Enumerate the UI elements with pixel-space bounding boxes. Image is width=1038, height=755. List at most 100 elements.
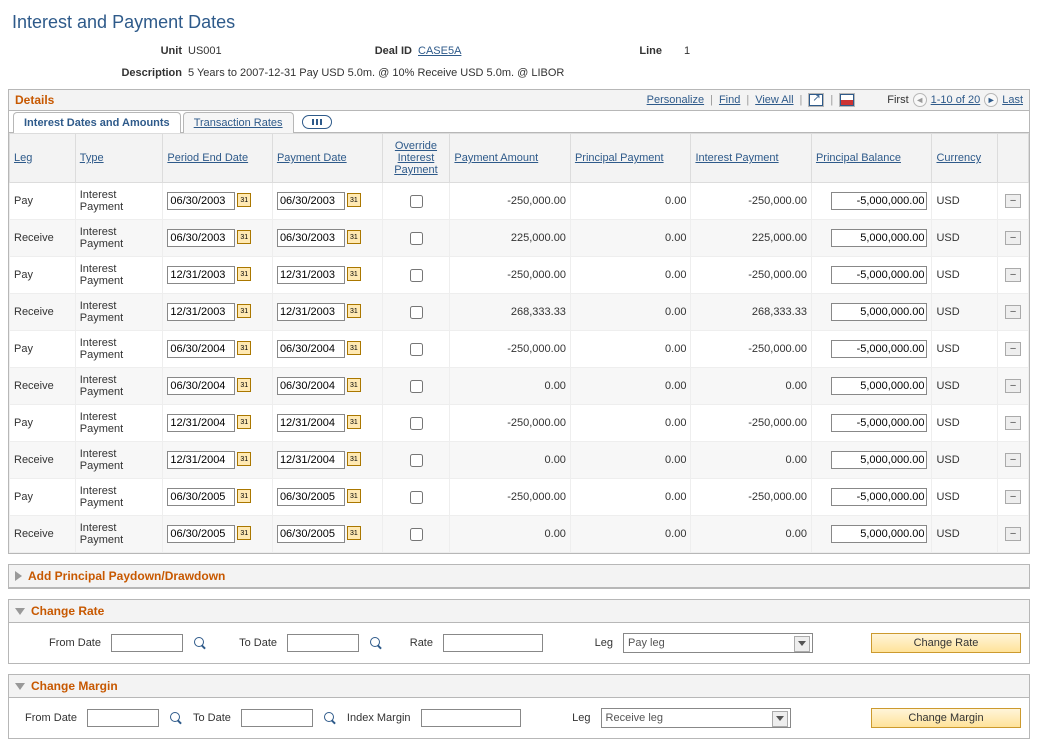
col-principal-payment[interactable]: Principal Payment (570, 134, 691, 183)
col-override[interactable]: Override Interest Payment (382, 134, 450, 183)
principal-balance-input[interactable] (831, 192, 927, 210)
override-checkbox[interactable] (410, 343, 423, 356)
calendar-icon[interactable] (347, 341, 361, 355)
find-link[interactable]: Find (719, 94, 740, 106)
col-interest-payment[interactable]: Interest Payment (691, 134, 812, 183)
period-end-input[interactable] (167, 414, 235, 432)
personalize-link[interactable]: Personalize (647, 94, 704, 106)
delete-row-button[interactable]: − (1005, 194, 1021, 208)
calendar-icon[interactable] (237, 304, 251, 318)
range-text[interactable]: 1-10 of 20 (931, 94, 981, 106)
payment-date-input[interactable] (277, 266, 345, 284)
cm-to-date-input[interactable] (241, 709, 313, 727)
cr-rate-input[interactable] (443, 634, 543, 652)
cm-margin-input[interactable] (421, 709, 521, 727)
calendar-icon[interactable] (237, 526, 251, 540)
cm-to-lookup-icon[interactable] (323, 711, 337, 725)
delete-row-button[interactable]: − (1005, 342, 1021, 356)
principal-balance-input[interactable] (831, 377, 927, 395)
period-end-input[interactable] (167, 192, 235, 210)
collapse-change-rate-icon[interactable] (15, 608, 25, 615)
calendar-icon[interactable] (347, 378, 361, 392)
col-payment-amount[interactable]: Payment Amount (450, 134, 571, 183)
period-end-input[interactable] (167, 303, 235, 321)
calendar-icon[interactable] (237, 193, 251, 207)
override-checkbox[interactable] (410, 454, 423, 467)
principal-balance-input[interactable] (831, 340, 927, 358)
calendar-icon[interactable] (237, 341, 251, 355)
period-end-input[interactable] (167, 377, 235, 395)
principal-balance-input[interactable] (831, 451, 927, 469)
cm-from-date-input[interactable] (87, 709, 159, 727)
last-label[interactable]: Last (1002, 94, 1023, 106)
override-checkbox[interactable] (410, 232, 423, 245)
principal-balance-input[interactable] (831, 266, 927, 284)
override-checkbox[interactable] (410, 491, 423, 504)
calendar-icon[interactable] (347, 304, 361, 318)
calendar-icon[interactable] (237, 378, 251, 392)
delete-row-button[interactable]: − (1005, 490, 1021, 504)
override-checkbox[interactable] (410, 269, 423, 282)
delete-row-button[interactable]: − (1005, 379, 1021, 393)
col-payment-date[interactable]: Payment Date (272, 134, 382, 183)
tab-transaction-rates[interactable]: Transaction Rates (183, 112, 294, 133)
change-margin-button[interactable]: Change Margin (871, 708, 1021, 728)
calendar-icon[interactable] (237, 452, 251, 466)
col-leg[interactable]: Leg (10, 134, 76, 183)
principal-balance-input[interactable] (831, 414, 927, 432)
calendar-icon[interactable] (237, 230, 251, 244)
override-checkbox[interactable] (410, 195, 423, 208)
section-change-rate-title[interactable]: Change Rate (31, 604, 104, 618)
calendar-icon[interactable] (237, 489, 251, 503)
cr-from-lookup-icon[interactable] (193, 636, 207, 650)
period-end-input[interactable] (167, 229, 235, 247)
delete-row-button[interactable]: − (1005, 305, 1021, 319)
payment-date-input[interactable] (277, 414, 345, 432)
override-checkbox[interactable] (410, 306, 423, 319)
delete-row-button[interactable]: − (1005, 527, 1021, 541)
tab-interest-dates[interactable]: Interest Dates and Amounts (13, 112, 181, 133)
change-rate-button[interactable]: Change Rate (871, 633, 1021, 653)
calendar-icon[interactable] (237, 415, 251, 429)
cm-from-lookup-icon[interactable] (169, 711, 183, 725)
period-end-input[interactable] (167, 488, 235, 506)
cm-leg-dropdown[interactable]: Receive leg (601, 708, 791, 728)
period-end-input[interactable] (167, 266, 235, 284)
download-icon[interactable] (839, 93, 855, 107)
calendar-icon[interactable] (347, 230, 361, 244)
payment-date-input[interactable] (277, 303, 345, 321)
next-page-button[interactable]: ► (984, 93, 998, 107)
payment-date-input[interactable] (277, 451, 345, 469)
calendar-icon[interactable] (347, 489, 361, 503)
payment-date-input[interactable] (277, 377, 345, 395)
deal-id-link[interactable]: CASE5A (418, 45, 628, 57)
view-all-link[interactable]: View All (755, 94, 793, 106)
delete-row-button[interactable]: − (1005, 453, 1021, 467)
payment-date-input[interactable] (277, 525, 345, 543)
zoom-icon[interactable] (808, 93, 824, 107)
payment-date-input[interactable] (277, 229, 345, 247)
cr-to-lookup-icon[interactable] (369, 636, 383, 650)
calendar-icon[interactable] (347, 267, 361, 281)
calendar-icon[interactable] (237, 267, 251, 281)
calendar-icon[interactable] (347, 526, 361, 540)
period-end-input[interactable] (167, 525, 235, 543)
override-checkbox[interactable] (410, 380, 423, 393)
payment-date-input[interactable] (277, 192, 345, 210)
cr-leg-dropdown[interactable]: Pay leg (623, 633, 813, 653)
col-type[interactable]: Type (75, 134, 163, 183)
show-all-columns-icon[interactable] (302, 115, 332, 129)
section-paydown-title[interactable]: Add Principal Paydown/Drawdown (28, 569, 225, 583)
override-checkbox[interactable] (410, 417, 423, 430)
delete-row-button[interactable]: − (1005, 268, 1021, 282)
override-checkbox[interactable] (410, 528, 423, 541)
cr-to-date-input[interactable] (287, 634, 359, 652)
calendar-icon[interactable] (347, 193, 361, 207)
col-principal-balance[interactable]: Principal Balance (811, 134, 932, 183)
cr-from-date-input[interactable] (111, 634, 183, 652)
calendar-icon[interactable] (347, 415, 361, 429)
principal-balance-input[interactable] (831, 303, 927, 321)
expand-paydown-icon[interactable] (15, 571, 22, 581)
principal-balance-input[interactable] (831, 488, 927, 506)
period-end-input[interactable] (167, 451, 235, 469)
